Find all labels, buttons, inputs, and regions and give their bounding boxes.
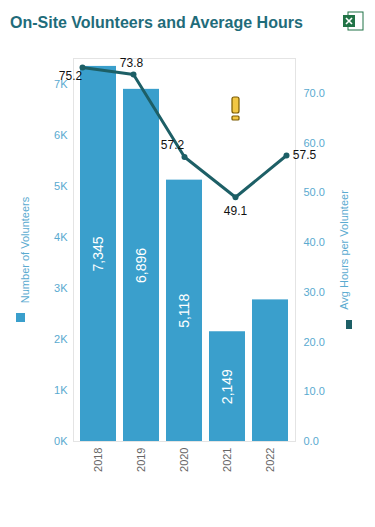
- svg-text:50.0: 50.0: [304, 186, 325, 198]
- svg-text:Avg Hours per Volunteer: Avg Hours per Volunteer: [338, 190, 350, 310]
- svg-text:60.0: 60.0: [304, 137, 325, 149]
- svg-text:0.0: 0.0: [304, 435, 319, 447]
- svg-text:40.0: 40.0: [304, 236, 325, 248]
- svg-text:73.8: 73.8: [120, 56, 144, 70]
- svg-text:7K: 7K: [54, 77, 68, 90]
- svg-text:2018: 2018: [92, 448, 104, 472]
- svg-text:2022: 2022: [264, 448, 276, 472]
- svg-text:Number of Volunteers: Number of Volunteers: [19, 196, 31, 303]
- svg-text:20.0: 20.0: [304, 336, 325, 348]
- svg-text:57.2: 57.2: [161, 138, 185, 152]
- svg-text:3K: 3K: [54, 282, 68, 294]
- svg-text:5,118: 5,118: [176, 294, 192, 328]
- svg-text:70.0: 70.0: [304, 87, 325, 99]
- svg-text:0K: 0K: [54, 435, 68, 447]
- svg-text:2021: 2021: [221, 448, 233, 472]
- svg-text:7,345: 7,345: [90, 236, 106, 271]
- svg-text:30.0: 30.0: [304, 286, 325, 298]
- svg-text:4K: 4K: [54, 231, 68, 243]
- svg-text:5K: 5K: [54, 180, 68, 192]
- html-text:On-Site Volunteers and Average: On-Site Volunteers and Average Hours: [10, 14, 303, 31]
- svg-text:2019: 2019: [135, 448, 147, 472]
- svg-text:2,149: 2,149: [219, 369, 235, 404]
- svg-text:49.1: 49.1: [224, 204, 248, 218]
- svg-text:10.0: 10.0: [304, 385, 325, 397]
- svg-text:75.2: 75.2: [59, 69, 83, 83]
- svg-text:6K: 6K: [54, 129, 68, 141]
- svg-text:1K: 1K: [54, 384, 68, 396]
- svg-text:6,896: 6,896: [133, 248, 149, 283]
- svg-text:2K: 2K: [54, 333, 68, 345]
- svg-text:2020: 2020: [178, 448, 190, 472]
- svg-text:57.5: 57.5: [293, 148, 317, 162]
